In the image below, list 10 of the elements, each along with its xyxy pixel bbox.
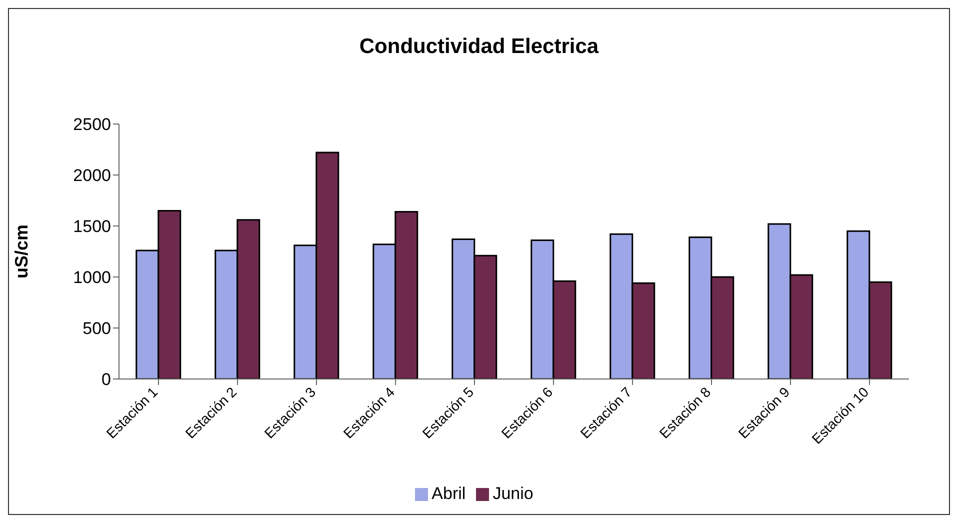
y-tick-label: 2500 [73, 115, 111, 134]
y-tick-label: 2000 [73, 166, 111, 186]
chart-title: Conductividad Electrica [358, 35, 600, 59]
y-tick-label: 1000 [73, 268, 111, 288]
y-tick-label: 1500 [73, 217, 111, 236]
y-tick-label: 500 [82, 319, 111, 338]
y-axis-title: uS/cm [11, 224, 32, 279]
legend-label: Junio [492, 484, 534, 503]
y-tick-label: 0 [102, 370, 111, 390]
legend-label: Abril [432, 484, 466, 503]
